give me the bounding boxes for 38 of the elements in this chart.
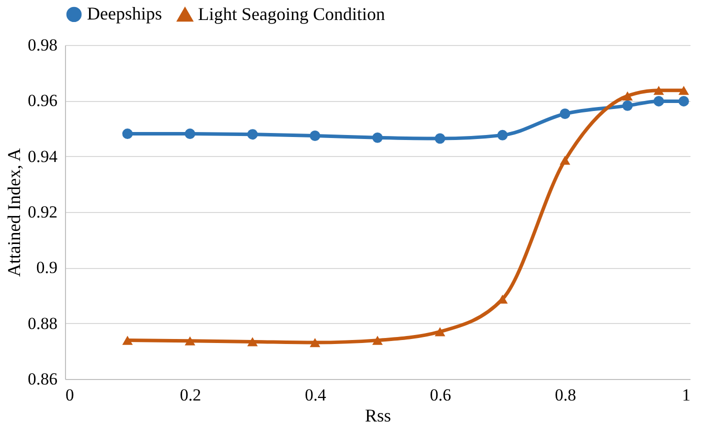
y-axis-title: Attained Index, A [4, 148, 24, 277]
point [247, 337, 258, 346]
y-tick-label: 0.96 [28, 91, 58, 110]
point [622, 91, 633, 100]
point [310, 338, 320, 348]
point [678, 96, 689, 106]
point [678, 86, 689, 95]
point [184, 336, 196, 346]
y-tick-label: 0.86 [28, 370, 58, 388]
point [560, 156, 570, 165]
x-tick-label: 0.8 [554, 386, 576, 404]
x-axis-title: Rss [364, 406, 392, 426]
point [372, 132, 383, 143]
x-tick-label: 1 [682, 386, 690, 404]
point [122, 128, 133, 140]
legend-label: Light Seagoing Condition [198, 4, 385, 24]
point [497, 130, 508, 140]
y-tick-label: 0.88 [28, 314, 58, 333]
y-tick-label: 0.92 [28, 202, 58, 222]
point [122, 336, 133, 345]
point [434, 327, 446, 336]
y-tick-label: 0.98 [28, 36, 58, 54]
legend-label: Deepships [87, 3, 162, 24]
y-tick-label: 0.94 [28, 146, 58, 166]
x-tick-label: 0 [66, 386, 74, 404]
x-tick-label: 0.6 [430, 386, 452, 404]
point [372, 336, 383, 345]
point [654, 86, 664, 95]
point [622, 100, 633, 111]
point [247, 129, 258, 140]
point [434, 133, 446, 144]
point [310, 130, 320, 141]
x-tick-label: 0.2 [180, 386, 202, 404]
point [654, 96, 664, 106]
point [560, 108, 570, 119]
y-tick-label: 0.9 [36, 258, 58, 278]
point [184, 128, 196, 140]
x-tick-label: 0.4 [304, 386, 327, 404]
